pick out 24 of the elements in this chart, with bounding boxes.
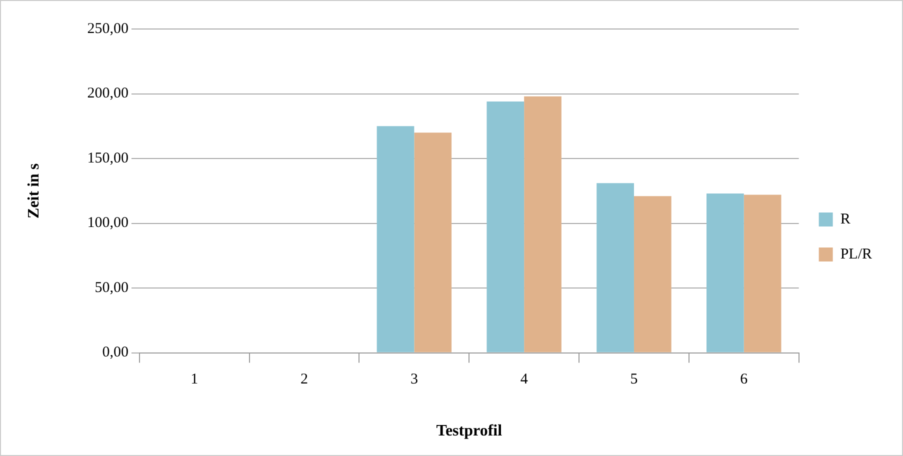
bar xyxy=(524,96,562,352)
x-tick-label: 3 xyxy=(410,372,418,388)
x-tick-label: 5 xyxy=(630,372,638,388)
bar xyxy=(744,194,782,352)
y-tick-label: 50,00 xyxy=(94,280,128,296)
x-tick-label: 4 xyxy=(520,372,528,388)
bar xyxy=(376,126,414,352)
y-tick-label: 100,00 xyxy=(87,215,128,232)
y-tick-label: 250,00 xyxy=(87,20,128,37)
x-tick-label: 6 xyxy=(740,372,748,388)
bar xyxy=(634,196,672,352)
bar xyxy=(414,132,452,352)
y-tick-label: 150,00 xyxy=(87,150,128,166)
legend-label: R xyxy=(840,211,850,228)
x-tick-label: 1 xyxy=(190,372,198,388)
bar xyxy=(706,193,744,352)
legend-label: PL/R xyxy=(840,246,872,262)
y-axis-title: Zeit in s xyxy=(26,163,43,218)
y-tick-label: 0,00 xyxy=(102,344,128,361)
x-tick-label: 2 xyxy=(300,372,308,388)
x-axis-title: Testprofil xyxy=(436,422,503,440)
y-tick-label: 200,00 xyxy=(87,86,128,102)
bar xyxy=(486,102,524,352)
bar xyxy=(596,183,634,352)
